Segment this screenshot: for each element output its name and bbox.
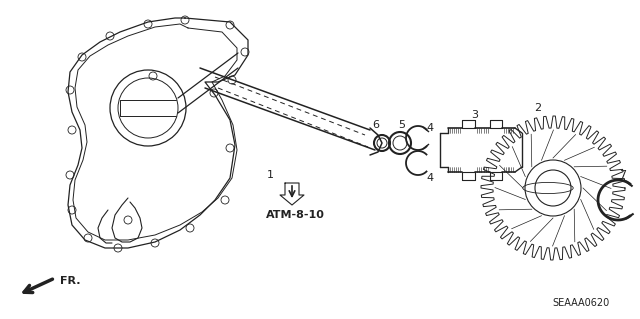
Text: FR.: FR. — [60, 276, 81, 286]
Text: ATM-8-10: ATM-8-10 — [266, 210, 324, 220]
Text: 4: 4 — [426, 173, 433, 183]
Text: 2: 2 — [534, 103, 541, 113]
Text: 7: 7 — [620, 170, 627, 180]
Text: 6: 6 — [372, 120, 380, 130]
Text: 5: 5 — [399, 120, 406, 130]
Text: 3: 3 — [472, 110, 479, 120]
Text: 1: 1 — [266, 170, 273, 180]
Text: 4: 4 — [426, 123, 433, 133]
Text: SEAAA0620: SEAAA0620 — [553, 298, 610, 308]
